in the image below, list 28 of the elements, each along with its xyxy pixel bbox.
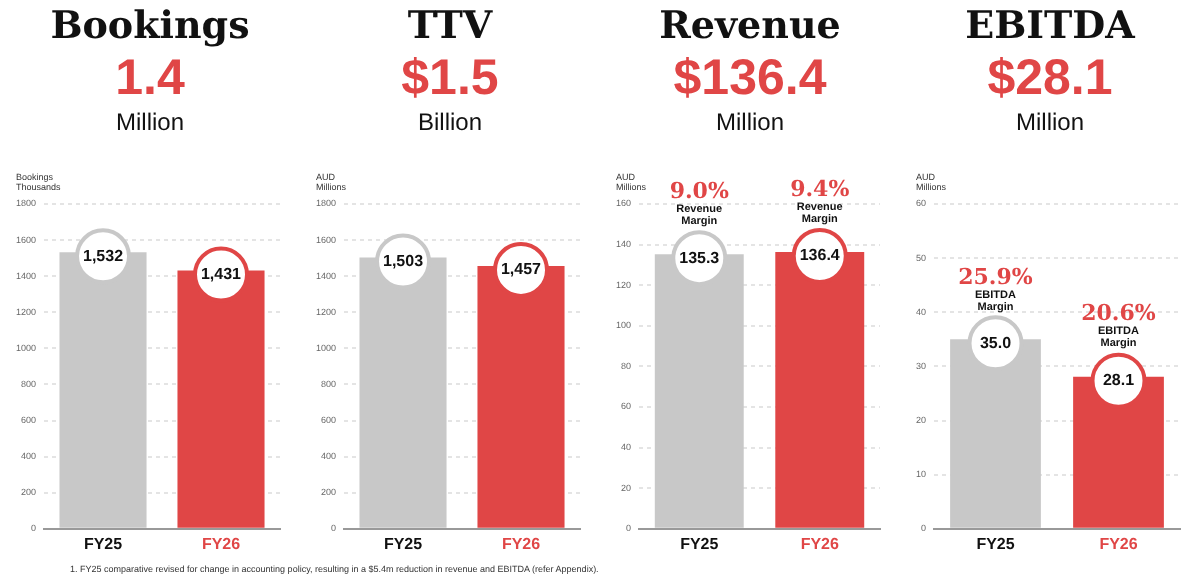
- data-label: 35.0: [979, 333, 1013, 352]
- chart-subtitle: $28.1: [985, 50, 1115, 108]
- chart-title: EBITDA: [963, 4, 1138, 48]
- data-label: 1,532: [82, 246, 125, 265]
- x-tick-label: FY26: [1099, 534, 1139, 553]
- chart-subtitle: $1.5: [399, 50, 501, 108]
- text: Million: [113, 108, 186, 136]
- chart-title: Revenue: [657, 4, 843, 48]
- data-label: 1,431: [200, 264, 243, 283]
- data-label: 28.1: [1102, 371, 1136, 390]
- x-tick-label: FY25: [83, 534, 124, 553]
- chart-title: Bookings: [50, 4, 250, 48]
- chart-title: TTV: [405, 4, 495, 48]
- data-label: 136.4: [799, 246, 841, 265]
- x-tick-label: FY26: [800, 534, 840, 553]
- chart-subtitle: 1.4: [113, 50, 187, 108]
- text: Billion: [415, 108, 484, 136]
- data-label: 135.3: [679, 248, 721, 267]
- text: Million: [1013, 108, 1086, 136]
- x-tick-label: FY25: [976, 534, 1016, 553]
- data-label: 1,503: [382, 252, 425, 270]
- x-tick-label: FY26: [501, 534, 542, 553]
- x-tick-label: FY25: [383, 534, 424, 553]
- text: Million: [713, 108, 786, 136]
- data-label: 1,457: [500, 260, 543, 279]
- x-tick-label: FY26: [201, 534, 242, 553]
- x-tick-label: FY25: [680, 534, 720, 553]
- chart-subtitle: $136.4: [671, 50, 829, 108]
